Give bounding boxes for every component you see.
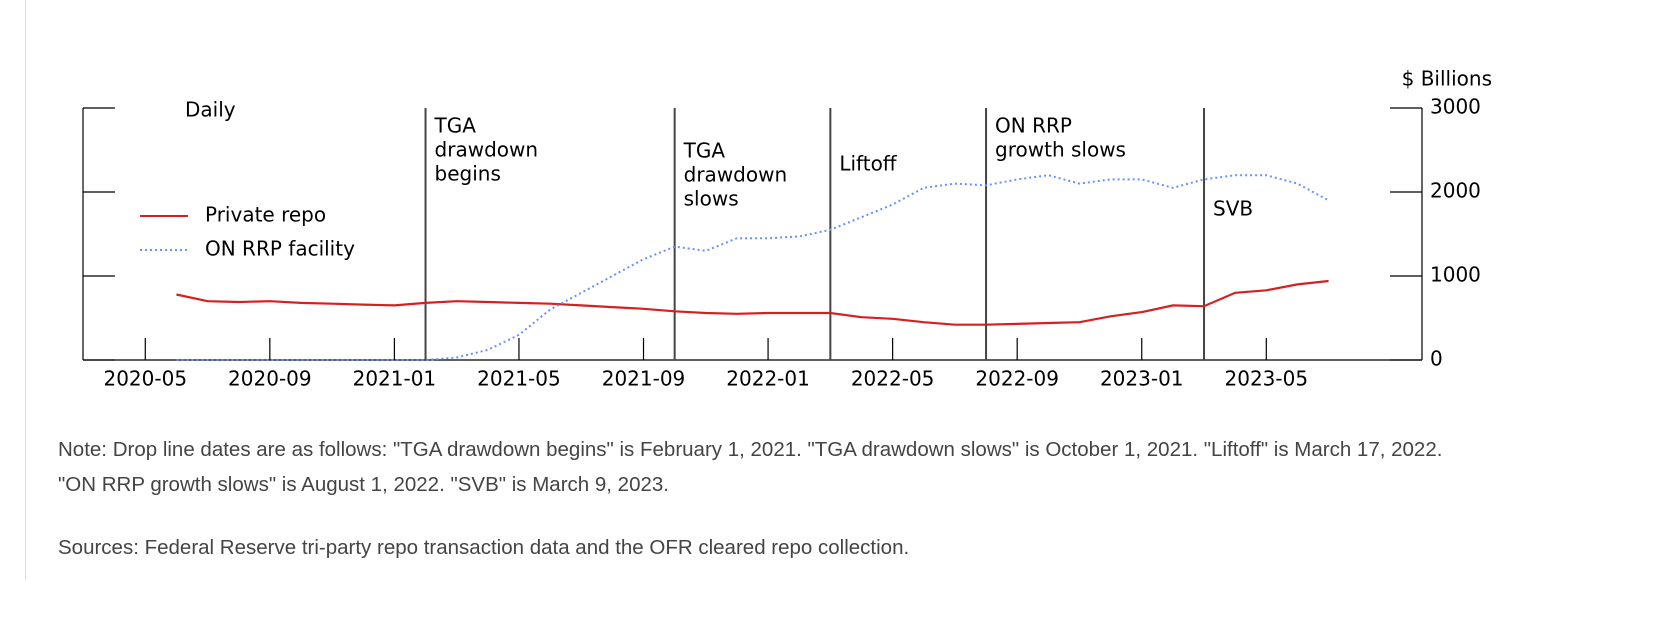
legend-label: ON RRP facility — [205, 237, 355, 261]
x-tick-label: 2021-09 — [602, 367, 686, 391]
annotation-label: slows — [684, 187, 739, 211]
annotation-label: begins — [435, 162, 501, 186]
x-tick-label: 2023-05 — [1225, 367, 1309, 391]
x-tick-label: 2022-01 — [726, 367, 810, 391]
x-tick-label: 2023-01 — [1100, 367, 1184, 391]
series-line — [176, 174, 1330, 361]
x-tick-label: 2021-05 — [477, 367, 561, 391]
legend-label: Private repo — [205, 203, 326, 227]
y2-axis-label: $ Billions — [1402, 67, 1492, 91]
y2-tick-label: 1000 — [1430, 263, 1481, 287]
x-tick-label: 2022-09 — [975, 367, 1059, 391]
x-tick-label: 2020-05 — [103, 367, 187, 391]
annotation-label: Liftoff — [839, 152, 897, 176]
y2-tick-label: 0 — [1430, 347, 1443, 371]
annotation-label: TGA — [434, 114, 477, 138]
annotation-label: growth slows — [995, 138, 1126, 162]
y2-tick-label: 3000 — [1430, 95, 1481, 119]
frequency-label: Daily — [185, 98, 236, 122]
x-tick-label: 2020-09 — [228, 367, 312, 391]
sources: Sources: Federal Reserve tri-party repo … — [58, 536, 910, 559]
annotation-label: SVB — [1213, 197, 1253, 221]
frame-border — [25, 0, 26, 580]
annotation-label: drawdown — [684, 163, 788, 187]
x-tick-label: 2022-05 — [851, 367, 935, 391]
note: Note: Drop line dates are as follows: "T… — [58, 438, 1443, 496]
x-tick-label: 2021-01 — [353, 367, 437, 391]
y2-tick-label: 2000 — [1430, 179, 1481, 203]
annotation-label: TGA — [683, 139, 726, 163]
annotation-label: drawdown — [435, 138, 539, 162]
chart: Daily $ Billions 0 1000 2000 3000 2020-05 202… — [82, 67, 1492, 391]
annotation-label: ON RRP — [995, 114, 1072, 138]
series-line — [176, 279, 1329, 326]
